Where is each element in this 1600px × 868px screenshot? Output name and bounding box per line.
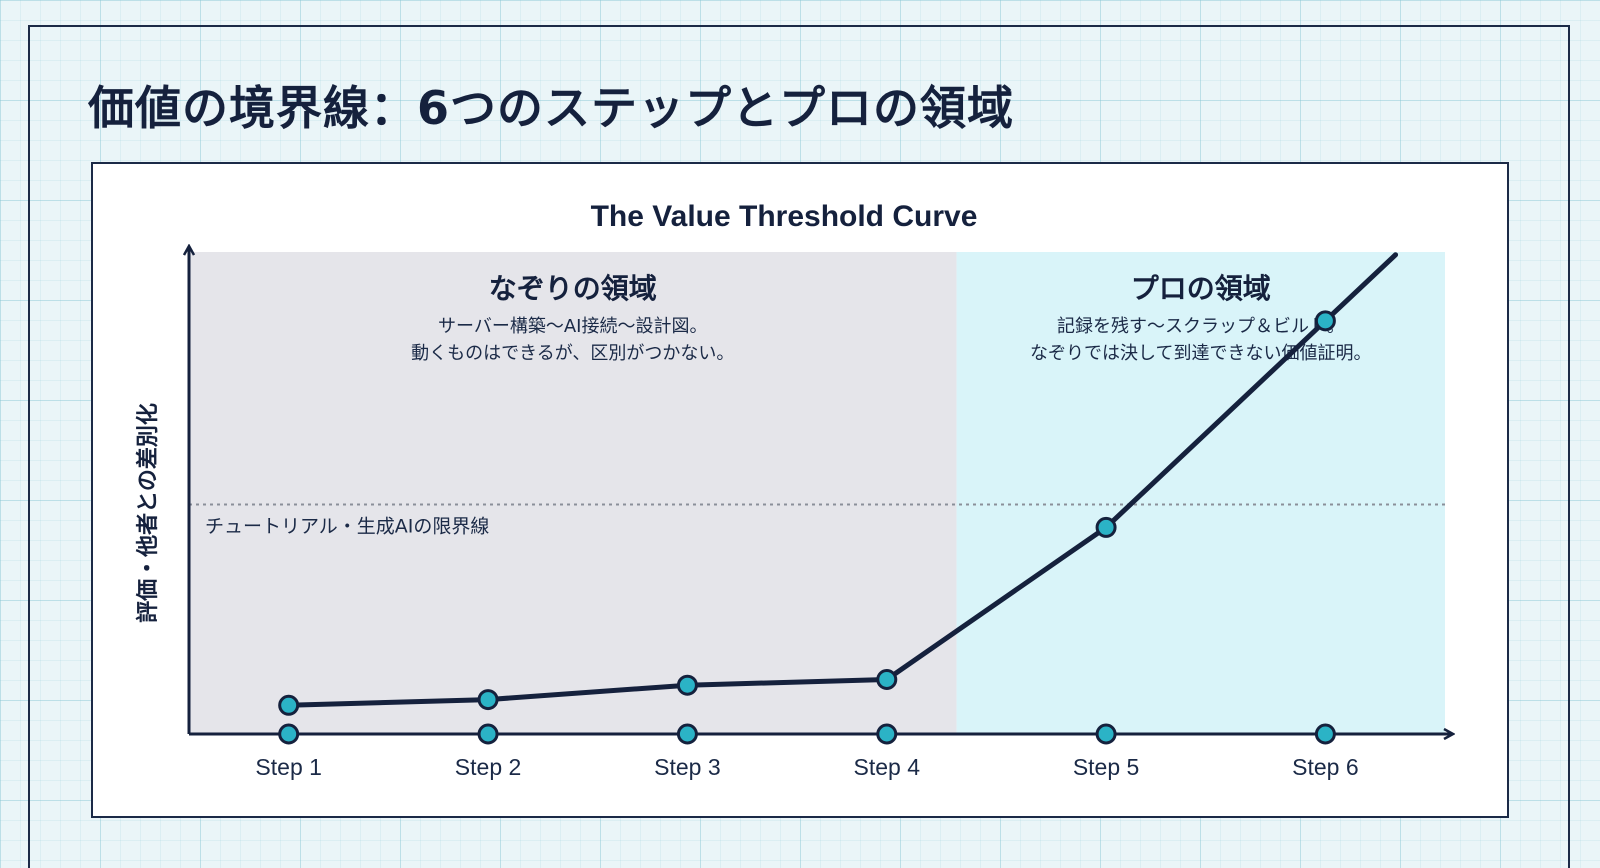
data-point-step-1: [278, 694, 300, 716]
value-threshold-chart: チュートリアル・生成AIの限界線 The Value Threshold Cur…: [135, 200, 1506, 780]
x-axis-marker-step-6: [1314, 723, 1336, 745]
chart-title: The Value Threshold Curve: [591, 200, 978, 233]
x-tick-label-step-6: Step 6: [1292, 754, 1359, 780]
page-title: 価値の境界線：6つのステップとプロの領域: [88, 81, 1015, 135]
data-point-step-5: [1095, 516, 1117, 538]
zone-description-pro-line2: なぞりでは決して到達できない価値証明。: [1030, 343, 1371, 364]
threshold-label: チュートリアル・生成AIの限界線: [205, 515, 489, 537]
x-tick-label-step-3: Step 3: [654, 754, 721, 780]
zones-layer: [189, 252, 1445, 734]
x-tick-label-step-5: Step 5: [1073, 754, 1140, 780]
data-point-step-4: [876, 668, 898, 690]
data-point-step-2: [477, 689, 499, 711]
zone-description-nazori-line2: 動くものはできるが、区別がつかない。: [411, 343, 734, 364]
x-axis-marker-step-3: [676, 723, 698, 745]
chart-card: チュートリアル・生成AIの限界線 The Value Threshold Cur…: [91, 162, 1509, 818]
data-point-step-3: [676, 674, 698, 696]
x-axis-marker-step-4: [876, 723, 898, 745]
x-tick-label-step-4: Step 4: [854, 754, 921, 780]
x-axis-marker-step-1: [278, 723, 300, 745]
zone-description-pro-line1: 記録を残す〜スクラップ＆ビルド。: [1057, 316, 1345, 337]
zone-title-pro: プロの領域: [1131, 272, 1271, 305]
zone-background-0: [189, 252, 957, 734]
zone-title-nazori: なぞりの領域: [489, 272, 657, 305]
x-axis-marker-step-5: [1095, 723, 1117, 745]
outer-frame: [28, 25, 1570, 868]
x-axis-marker-step-2: [477, 723, 499, 745]
data-point-step-6: [1314, 310, 1336, 332]
zone-background-1: [956, 252, 1445, 734]
y-axis-label: 評価・他者との差別化: [135, 403, 161, 623]
zone-description-nazori-line1: サーバー構築〜AI接続〜設計図。: [438, 316, 707, 337]
x-tick-label-step-1: Step 1: [255, 754, 322, 780]
markers-layer: Step 1 Step 2 Step 3 Step 4 Step 5 Step 6: [255, 310, 1359, 780]
x-tick-label-step-2: Step 2: [455, 754, 522, 780]
